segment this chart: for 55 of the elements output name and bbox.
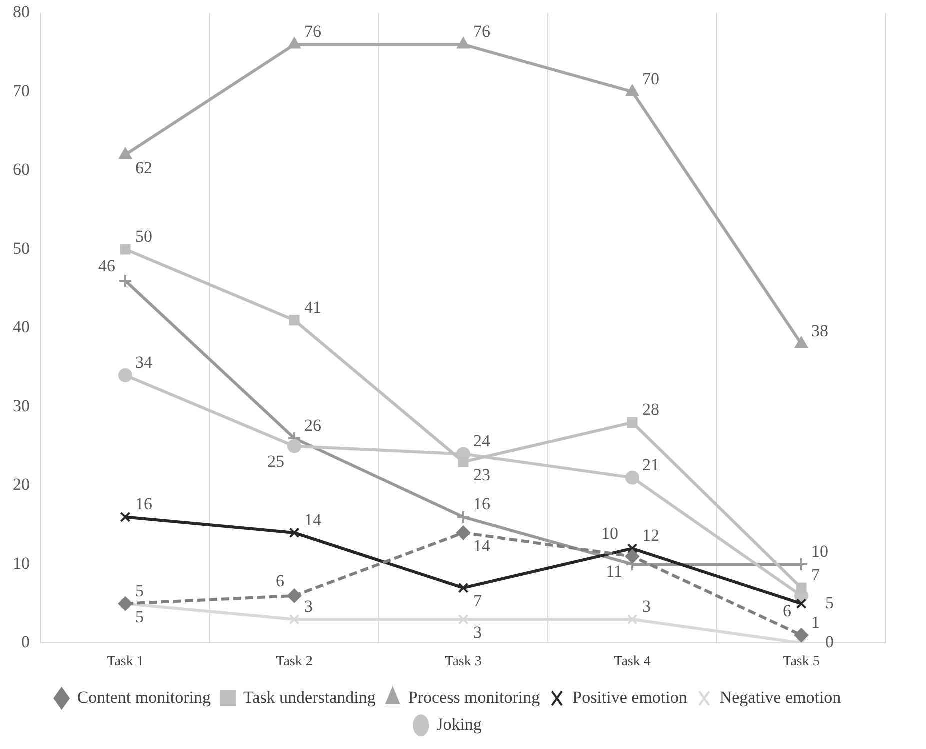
y-tick-label: 20 <box>13 475 30 494</box>
legend-label: Content monitoring <box>77 688 212 707</box>
data-label: 50 <box>136 226 152 246</box>
data-label: 5 <box>826 593 834 612</box>
data-label: 24 <box>474 432 491 451</box>
data-label: 7 <box>474 592 482 611</box>
y-tick-label: 80 <box>13 2 30 22</box>
x-tick-label: Task 4 <box>614 654 651 670</box>
data-label: 25 <box>268 452 284 471</box>
data-label: 6 <box>783 601 792 620</box>
y-tick-label: 10 <box>13 554 30 573</box>
legend-label: Negative emotion <box>720 688 842 707</box>
data-label: 28 <box>642 400 660 420</box>
y-tick-label: 0 <box>22 632 30 652</box>
y-tick-label: 50 <box>13 238 30 258</box>
data-label: 0 <box>826 632 834 652</box>
data-label: 12 <box>642 526 660 546</box>
data-label: 14 <box>474 536 491 556</box>
x-tick-label: Task 1 <box>107 654 144 670</box>
data-label: 76 <box>304 22 322 42</box>
data-label: 11 <box>606 562 623 582</box>
y-tick-label: 60 <box>13 160 30 180</box>
legend-label: Positive emotion <box>572 688 688 707</box>
legend-label: Task understanding <box>243 688 376 707</box>
y-tick-label: 40 <box>13 318 30 337</box>
data-label: 76 <box>474 22 490 42</box>
y-tick-label: 70 <box>13 81 30 100</box>
data-label: 14 <box>304 510 322 530</box>
data-label: 6 <box>276 571 284 590</box>
x-tick-label: Task 3 <box>445 654 482 670</box>
y-tick-label: 30 <box>13 396 30 416</box>
data-label: 23 <box>474 466 490 485</box>
data-label: 3 <box>304 597 313 616</box>
data-label: 3 <box>474 623 482 642</box>
data-label: 46 <box>98 256 116 276</box>
data-label: 10 <box>602 524 618 543</box>
data-label: 10 <box>812 542 828 561</box>
data-label: 62 <box>136 158 152 178</box>
data-label: 5 <box>136 607 144 626</box>
x-tick-label: Task 5 <box>783 654 820 670</box>
data-label: 34 <box>136 352 153 372</box>
data-label: 70 <box>642 69 660 88</box>
data-label: 5 <box>136 581 144 600</box>
data-label: 16 <box>474 494 490 514</box>
data-label: 16 <box>136 494 152 514</box>
legend-label: Joking <box>436 714 482 734</box>
data-label: 21 <box>642 455 660 474</box>
data-label: 1 <box>812 612 820 632</box>
data-label: 3 <box>642 597 651 616</box>
data-label: 7 <box>812 566 820 585</box>
x-tick-label: Task 2 <box>276 654 313 670</box>
data-label: 26 <box>304 416 322 435</box>
data-label: 41 <box>304 298 322 317</box>
legend-label: Process monitoring <box>408 688 541 707</box>
data-label: 38 <box>812 321 828 340</box>
